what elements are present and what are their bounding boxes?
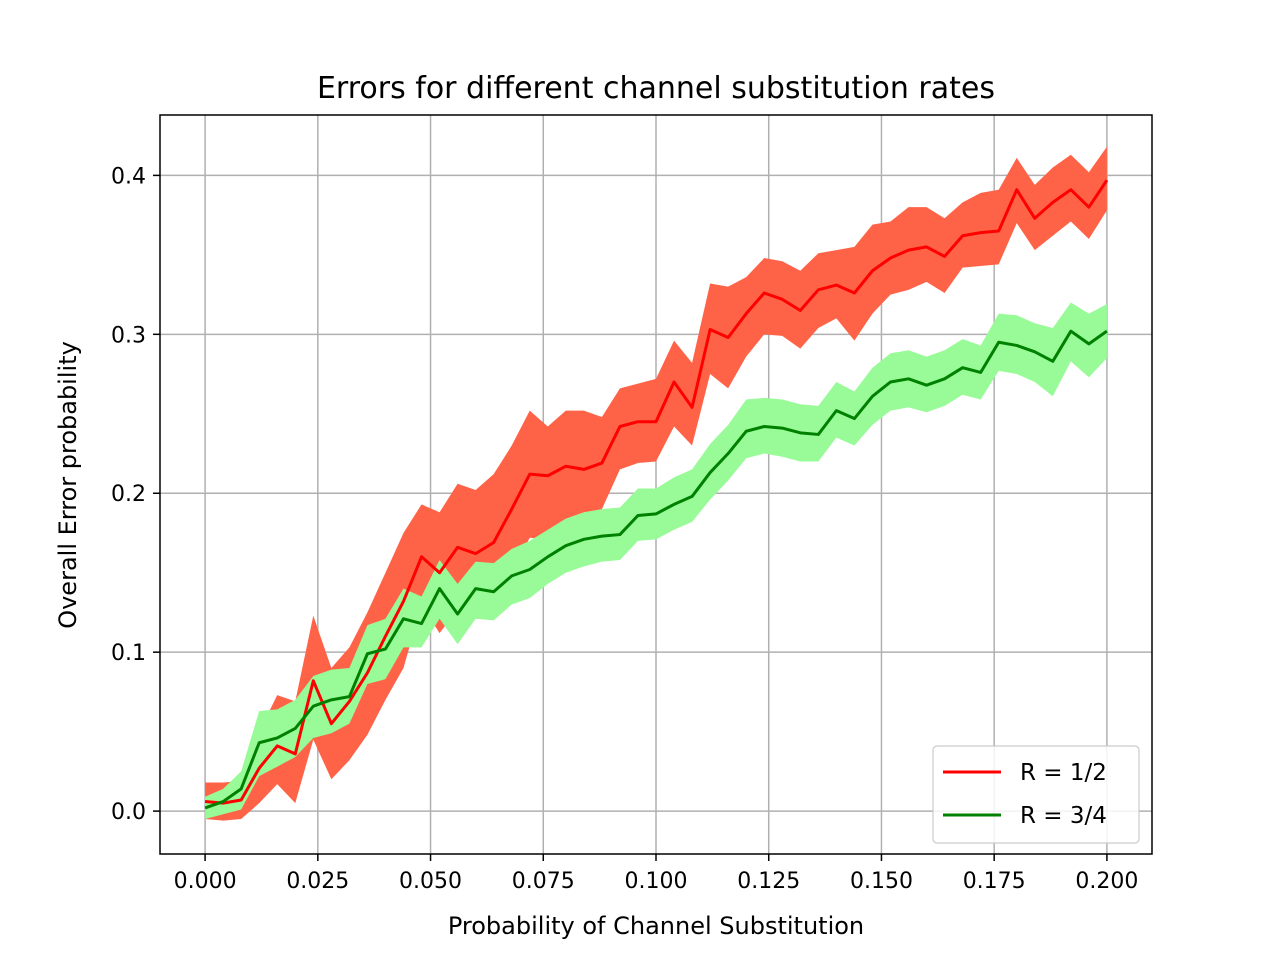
legend-label-r-half: R = 1/2 [1020,760,1107,786]
x-tick-label: 0.200 [1075,869,1138,894]
y-axis-ticks: 0.0 0.1 0.2 0.3 0.4 [111,164,160,825]
x-tick-label: 0.000 [174,869,237,894]
legend-label-r-three-quarters: R = 3/4 [1020,803,1107,829]
x-tick-label: 0.150 [850,869,913,894]
x-tick-label: 0.100 [625,869,688,894]
x-tick-label: 0.075 [512,869,575,894]
x-tick-label: 0.125 [737,869,800,894]
x-axis-ticks: 0.000 0.025 0.050 0.075 0.100 0.125 0.150 0.175… [174,854,1138,894]
y-tick-label: 0.4 [111,164,146,189]
y-tick-label: 0.1 [111,641,146,666]
line-r-three-quarters [204,329,1108,810]
y-tick-label: 0.3 [111,323,146,348]
x-tick-label: 0.025 [286,869,349,894]
y-tick-label: 0.0 [111,800,146,825]
series-lines [204,179,1109,810]
chart-title: Errors for different channel substitutio… [317,71,995,106]
x-tick-label: 0.175 [963,869,1026,894]
band-r-three-quarters [205,302,1107,820]
x-axis-label: Probability of Channel Substitution [448,912,864,940]
y-axis-label: Overall Error probability [54,341,82,629]
x-tick-label: 0.050 [399,869,462,894]
legend: R = 1/2 R = 3/4 [932,745,1140,844]
line-r-half [204,179,1109,805]
y-tick-label: 0.2 [111,482,146,507]
legend-box [932,745,1140,844]
